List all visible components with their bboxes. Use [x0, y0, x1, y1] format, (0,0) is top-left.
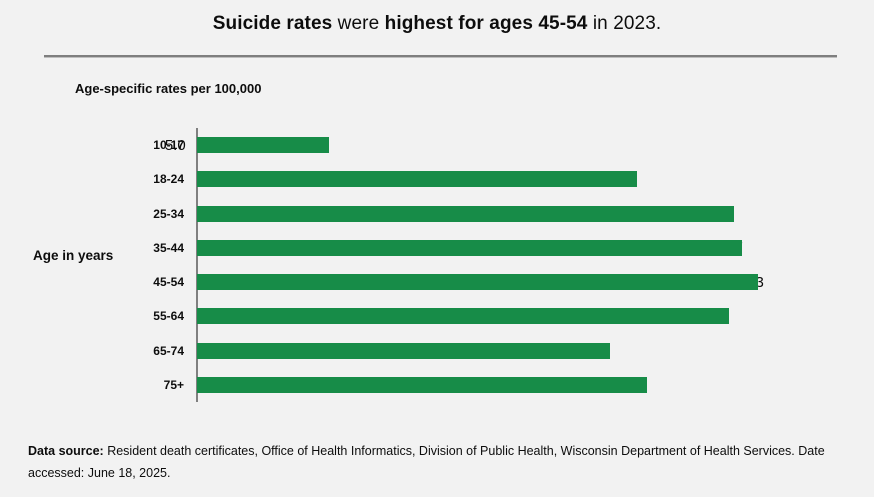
bar-track	[196, 376, 854, 393]
title-divider	[44, 55, 837, 58]
category-label: 35-44	[153, 240, 184, 255]
category-label: 18-24	[153, 172, 184, 187]
bar	[197, 137, 329, 154]
bar-track	[196, 239, 854, 256]
bar-track	[196, 274, 854, 291]
data-source-text: Resident death certificates, Office of H…	[28, 444, 825, 480]
bar-row: 55-6420.2	[0, 299, 874, 333]
bar-track	[196, 205, 854, 222]
data-source-label: Data source:	[28, 444, 104, 458]
bar-track	[196, 342, 854, 359]
bar-row: 35-4420.7	[0, 231, 874, 265]
category-label: 65-74	[153, 343, 184, 358]
bar-track	[196, 171, 854, 188]
y-axis-line	[196, 128, 198, 402]
value-label: 5.0	[164, 136, 186, 154]
title-segment-bold: highest for ages 45-54	[384, 13, 588, 34]
bar-row: 45-5421.3	[0, 265, 874, 299]
bar	[197, 308, 729, 325]
bar-track	[196, 308, 854, 325]
bar	[197, 342, 611, 359]
bar	[197, 205, 734, 222]
bar-row: 25-3420.4	[0, 197, 874, 231]
title-segment-bold: Suicide rates	[212, 13, 333, 34]
title-segment: in 2023.	[587, 13, 662, 34]
category-axis-title: Age in years	[33, 248, 114, 263]
bar	[197, 376, 648, 393]
category-label: 25-34	[153, 206, 184, 221]
bar-row: 75+17.1	[0, 368, 874, 402]
bar	[197, 239, 742, 256]
bar-row: 65-7415.7	[0, 334, 874, 368]
category-label: 55-64	[153, 309, 184, 324]
bar-row: 10-17 5.0	[0, 128, 874, 162]
value-axis-title: Age-specific rates per 100,000	[75, 81, 262, 96]
plot-area: 10-175.018-2416.725-3420.435-4420.745-54…	[0, 128, 874, 402]
category-label: 10-17	[153, 138, 184, 153]
title-segment: were	[332, 13, 385, 34]
data-source-note: Data source: Resident death certificates…	[28, 440, 856, 484]
category-label: 75+	[163, 377, 184, 392]
bar-row: 18-2416.7	[0, 162, 874, 196]
category-label: 45-54	[153, 275, 184, 290]
chart-title: Suicide rates were highest for ages 45-5…	[0, 13, 874, 35]
bar	[197, 171, 637, 188]
bar-rows: 10-175.018-2416.725-3420.435-4420.745-54…	[0, 128, 874, 402]
bar-track	[196, 137, 854, 154]
bar	[197, 274, 758, 291]
